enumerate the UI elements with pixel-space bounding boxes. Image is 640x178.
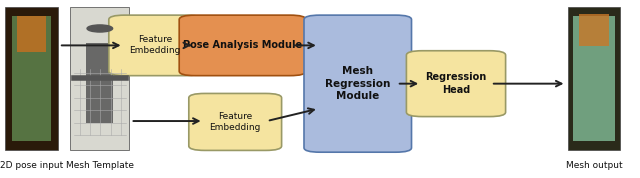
FancyBboxPatch shape — [5, 7, 58, 150]
Text: Feature
Embedding: Feature Embedding — [209, 112, 261, 132]
FancyBboxPatch shape — [17, 16, 46, 52]
Text: 2D pose input: 2D pose input — [0, 161, 63, 170]
FancyBboxPatch shape — [189, 93, 282, 150]
Text: Feature
Embedding: Feature Embedding — [129, 35, 181, 55]
Circle shape — [87, 25, 113, 32]
FancyBboxPatch shape — [406, 51, 506, 117]
Text: Regression
Head: Regression Head — [426, 72, 486, 95]
FancyBboxPatch shape — [86, 43, 113, 123]
FancyBboxPatch shape — [304, 15, 412, 152]
Text: Pose Analysis Module: Pose Analysis Module — [183, 40, 302, 50]
Text: Mesh
Regression
Module: Mesh Regression Module — [325, 66, 390, 101]
FancyBboxPatch shape — [568, 7, 620, 150]
Text: Mesh Template: Mesh Template — [66, 161, 134, 170]
FancyBboxPatch shape — [573, 16, 615, 141]
FancyBboxPatch shape — [179, 15, 306, 76]
FancyBboxPatch shape — [579, 14, 609, 46]
Text: Mesh output: Mesh output — [566, 161, 622, 170]
FancyBboxPatch shape — [12, 16, 51, 141]
FancyBboxPatch shape — [109, 15, 202, 76]
FancyBboxPatch shape — [70, 7, 129, 150]
